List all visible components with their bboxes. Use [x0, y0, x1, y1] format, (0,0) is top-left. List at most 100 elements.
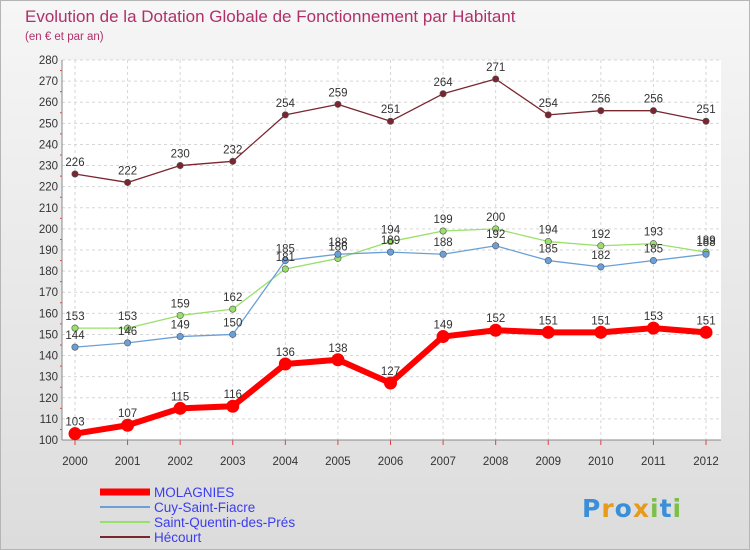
data-point — [436, 330, 450, 344]
data-point — [71, 324, 79, 332]
x-tick-label: 2002 — [167, 456, 193, 468]
x-tick-label: 2004 — [273, 456, 299, 468]
data-label: 150 — [223, 317, 242, 329]
data-point — [597, 263, 605, 271]
data-point — [492, 75, 500, 83]
data-label: 151 — [539, 315, 558, 327]
data-label: 232 — [223, 144, 242, 156]
data-label: 259 — [328, 87, 347, 99]
data-label: 192 — [591, 229, 610, 241]
data-point — [646, 321, 660, 335]
data-point — [649, 240, 657, 248]
y-tick-label: 260 — [39, 97, 58, 109]
data-label: 222 — [118, 165, 137, 177]
data-label: 189 — [381, 235, 400, 247]
y-tick-label: 140 — [39, 351, 58, 363]
data-point — [124, 339, 132, 347]
x-tick-label: 2005 — [325, 456, 351, 468]
legend: MOLAGNIESCuy-Saint-FiacreSaint-Quentin-d… — [100, 485, 295, 545]
y-tick-label: 170 — [39, 287, 58, 299]
y-tick-label: 270 — [39, 76, 58, 88]
data-point — [331, 353, 345, 367]
x-tick-label: 2000 — [62, 456, 88, 468]
x-tick-label: 2007 — [430, 456, 456, 468]
data-point — [226, 399, 240, 413]
x-tick-label: 2012 — [693, 456, 719, 468]
data-point — [229, 305, 237, 313]
data-point — [176, 311, 184, 319]
data-label: 153 — [65, 311, 84, 323]
data-label: 116 — [224, 389, 242, 401]
proxiti-logo: Proxiti — [582, 494, 682, 523]
data-label: 256 — [644, 94, 663, 106]
data-point — [439, 90, 447, 98]
data-point — [597, 242, 605, 250]
y-tick-label: 160 — [39, 308, 58, 320]
legend-label: Hécourt — [154, 530, 202, 545]
data-label: 162 — [223, 292, 242, 304]
data-point — [384, 376, 397, 390]
chart-subtitle: (en € et par an) — [25, 31, 104, 43]
data-point — [124, 178, 132, 186]
y-tick-label: 180 — [39, 266, 58, 278]
data-point — [544, 257, 552, 265]
data-point — [699, 325, 713, 339]
y-tick-label: 220 — [39, 182, 58, 194]
data-point — [386, 248, 394, 256]
data-label: 194 — [381, 225, 401, 237]
data-point — [176, 333, 184, 341]
data-label: 189 — [696, 235, 715, 247]
y-tick-label: 110 — [40, 414, 58, 426]
data-label: 151 — [591, 315, 610, 327]
data-point — [649, 257, 657, 265]
data-label: 127 — [381, 366, 400, 378]
x-tick-label: 2009 — [535, 456, 561, 468]
data-label: 136 — [276, 347, 295, 359]
y-tick-label: 190 — [39, 245, 58, 257]
data-point — [597, 107, 605, 115]
data-label: 264 — [433, 77, 453, 89]
data-point — [544, 238, 552, 246]
y-tick-label: 280 — [39, 55, 58, 67]
y-tick-label: 130 — [39, 372, 58, 384]
y-tick-label: 230 — [39, 161, 58, 173]
data-label: 185 — [276, 244, 295, 256]
data-label: 193 — [644, 227, 663, 239]
data-point — [541, 325, 555, 339]
data-label: 149 — [171, 320, 190, 332]
data-label: 107 — [118, 408, 137, 420]
y-tick-label: 210 — [39, 203, 58, 215]
data-label: 188 — [433, 237, 452, 249]
data-point — [594, 325, 608, 339]
data-label: 256 — [591, 94, 610, 106]
data-label: 185 — [644, 244, 663, 256]
series-layer — [68, 75, 713, 441]
data-label: 188 — [696, 237, 715, 249]
axis-layer: 100 110 120 130 140 150 160 170 180 190 200 210 220 2… — [39, 55, 721, 468]
data-label: 251 — [696, 104, 715, 116]
data-label: 200 — [486, 212, 505, 224]
data-point — [121, 418, 135, 432]
data-label: 188 — [328, 237, 347, 249]
data-point — [492, 242, 500, 250]
svg-text:Proxiti: Proxiti — [582, 494, 682, 523]
data-point — [489, 323, 503, 337]
data-label: 146 — [118, 326, 137, 338]
data-label: 152 — [486, 313, 505, 325]
data-point — [229, 157, 237, 165]
y-tick-label: 200 — [39, 224, 58, 236]
data-point — [176, 162, 184, 170]
y-tick-label: 240 — [39, 139, 58, 151]
data-label: 254 — [276, 98, 296, 110]
data-label: 185 — [539, 244, 558, 256]
data-point — [173, 401, 187, 415]
legend-label: Saint-Quentin-des-Prés — [154, 515, 295, 530]
data-label: 192 — [486, 229, 505, 241]
data-label: 271 — [486, 62, 505, 74]
data-point — [281, 111, 289, 119]
data-point — [439, 250, 447, 258]
y-tick-label: 100 — [39, 435, 58, 447]
data-point — [702, 250, 710, 258]
